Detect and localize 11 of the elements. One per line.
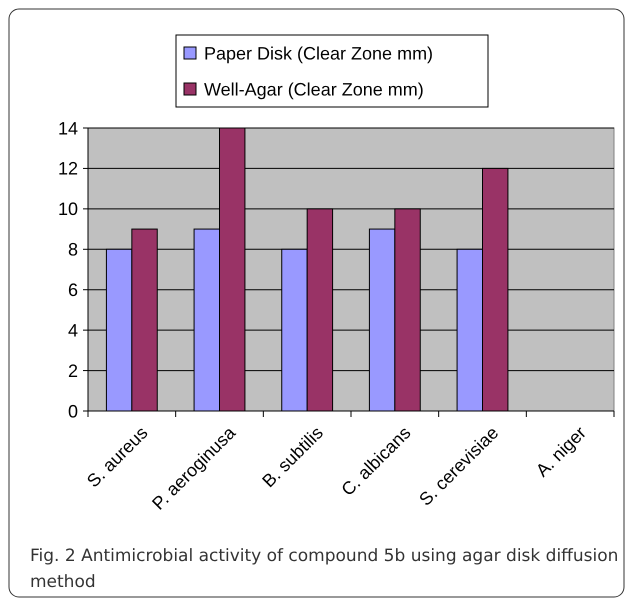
y-tick-label: 6 (68, 280, 78, 300)
y-tick-label: 10 (58, 199, 78, 220)
caption: Fig. 2 Antimicrobial activity of compound 5b using agar disk diffusion method (30, 546, 618, 592)
y-tick-label: 14 (58, 118, 78, 138)
y-tick-label: 4 (68, 320, 78, 340)
y-tick-label: 8 (68, 240, 78, 260)
y-tick-label: 12 (58, 158, 78, 179)
y-tick-label: 0 (68, 401, 78, 422)
legend-label: Well-Agar (Clear Zone mm) (204, 79, 424, 100)
y-tick-label: 2 (68, 360, 78, 381)
legend-label: Paper Disk (Clear Zone mm) (204, 43, 434, 64)
